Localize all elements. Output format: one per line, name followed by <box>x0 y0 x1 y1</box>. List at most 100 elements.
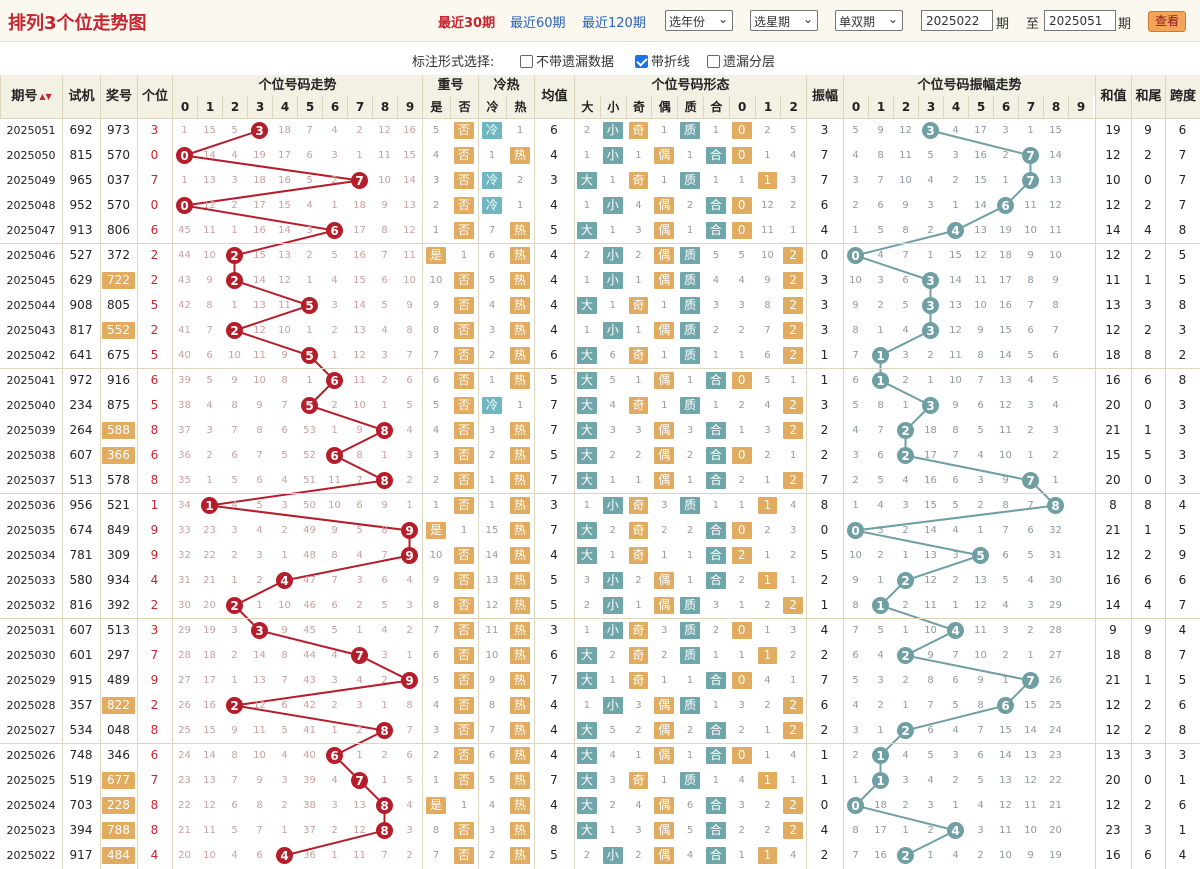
trend-miss-cell: 6 <box>206 350 213 361</box>
mod-miss: 4 <box>738 775 745 786</box>
hotcold-tag: 热 <box>510 647 530 664</box>
option-polyline[interactable]: 带折线 <box>635 51 690 70</box>
repeat-miss: 9 <box>432 575 440 586</box>
amp-miss-cell: 4 <box>952 850 959 861</box>
hotcold-tag: 热 <box>510 247 530 264</box>
trend-miss-cell: 7 <box>406 350 413 361</box>
year-select[interactable]: 选年份 ⌄ <box>665 10 733 31</box>
shape-tag-odd: 奇 <box>628 297 649 314</box>
trend-ball-label: 5 <box>305 299 313 313</box>
shape-tag-even: 偶 <box>654 597 675 614</box>
hotcold-miss: 1 <box>516 200 524 211</box>
to-issue-input[interactable]: 2025051 <box>1044 10 1116 31</box>
trend-miss-cell: 12 <box>353 825 366 836</box>
hotcold-tag: 热 <box>510 722 530 739</box>
amp-ball <box>1022 147 1039 164</box>
trend-ball-label: 7 <box>355 174 363 188</box>
parity-select[interactable]: 单双期 ⌄ <box>835 10 903 31</box>
sum-cell: 21 <box>1105 673 1121 687</box>
ones-cell: 5 <box>150 398 159 412</box>
checkbox-miss-layer[interactable] <box>707 55 720 68</box>
option-no-miss[interactable]: 不带遗漏数据 <box>520 51 614 70</box>
amp-miss-cell: 14 <box>999 750 1012 761</box>
shape-tag-prime: 质 <box>680 272 700 289</box>
shape-tag-prime: 质 <box>680 597 700 614</box>
trend-miss-cell: 5 <box>381 300 388 311</box>
mod-miss: 1 <box>738 175 745 186</box>
issue-cell: 2025030 <box>6 649 56 662</box>
avg-cell: 7 <box>550 423 558 437</box>
trend-miss-cell: 7 <box>381 550 388 561</box>
amp-miss-cell: 1 <box>902 825 909 836</box>
header-shape: 个位号码形态 <box>574 75 806 96</box>
trend-miss-cell: 13 <box>278 250 291 261</box>
amp-miss-cell: 3 <box>1002 625 1009 636</box>
amp-miss-cell: 2 <box>927 825 934 836</box>
shape-miss-prime: 1 <box>686 150 694 161</box>
checkbox-no-miss[interactable] <box>520 55 533 68</box>
issue-cell: 2025023 <box>6 824 56 837</box>
repeat-tag: 是 <box>426 247 446 264</box>
sumtail-cell: 0 <box>1144 173 1152 187</box>
trial-cell: 641 <box>69 348 93 362</box>
amp-ball <box>1022 472 1039 489</box>
ones-cell: 2 <box>150 323 159 337</box>
amp-miss-cell: 8 <box>1052 300 1059 311</box>
shape-miss-prime: 2 <box>686 450 694 461</box>
trend-miss-cell: 3 <box>356 575 363 586</box>
header-rep: 重号 <box>422 75 478 96</box>
period-link-30[interactable]: 最近30期 <box>438 16 496 31</box>
amp-cell: 2 <box>820 848 829 862</box>
amp-miss-cell: 2 <box>1052 450 1059 461</box>
shape-miss-comp: 5 <box>712 250 720 261</box>
sort-icon[interactable]: ▲▼ <box>39 92 52 101</box>
shape-miss-odd: 4 <box>635 200 642 211</box>
from-issue-input[interactable]: 2025022 <box>921 10 993 31</box>
amp-cell: 2 <box>820 723 829 737</box>
trend-miss-cell: 38 <box>303 800 316 811</box>
option-miss-layer[interactable]: 遗漏分层 <box>707 51 775 70</box>
checkbox-polyline[interactable] <box>635 55 648 68</box>
amp-miss-cell: 1 <box>877 725 884 736</box>
trend-miss-cell: 1 <box>331 425 338 436</box>
trend-miss-cell: 13 <box>403 200 416 211</box>
repeat-miss: 8 <box>432 825 440 836</box>
amp-miss-cell: 9 <box>1027 250 1034 261</box>
trend-miss-cell: 35 <box>178 475 191 486</box>
trend-ball <box>401 672 418 689</box>
header-issue[interactable]: 期号 ▲▼ <box>0 75 62 118</box>
shape-tag-big: 大 <box>577 747 597 764</box>
repeat-miss: 3 <box>432 725 440 736</box>
period-link-120[interactable]: 最近120期 <box>582 16 646 31</box>
trend-miss-cell: 4 <box>331 275 338 286</box>
amp-miss-cell: 8 <box>877 400 884 411</box>
amp-ball <box>922 322 939 339</box>
amp-miss-cell: 15 <box>1024 700 1037 711</box>
prize-cell: 822 <box>102 697 135 714</box>
trend-miss-cell: 1 <box>181 125 188 136</box>
weekday-select[interactable]: 选星期 ⌄ <box>750 10 818 31</box>
trend-miss-cell: 5 <box>306 175 313 186</box>
hotcold-tag: 热 <box>510 572 530 589</box>
mod-miss: 2 <box>790 200 797 211</box>
avg-cell: 5 <box>550 448 558 462</box>
span-cell: 9 <box>1178 548 1187 562</box>
options-label: 标注形式选择: <box>412 55 495 70</box>
sumtail-cell: 1 <box>1144 523 1152 537</box>
amp-miss-cell: 11 <box>899 150 912 161</box>
shape-miss-big: 1 <box>583 700 591 711</box>
amp-miss-cell: 4 <box>902 750 909 761</box>
trend-miss-cell: 12 <box>203 200 216 211</box>
chevron-down-icon: ⌄ <box>802 12 813 26</box>
shape-tag-comp: 合 <box>706 822 726 839</box>
query-button[interactable]: 查看 <box>1148 11 1186 32</box>
shape-miss-even: 2 <box>661 650 668 661</box>
trend-miss-cell: 1 <box>331 350 338 361</box>
amp-miss-cell: 11 <box>974 275 987 286</box>
trend-ball-label: 7 <box>355 649 363 663</box>
hotcold-miss: 5 <box>488 275 496 286</box>
trend-miss-cell: 9 <box>331 525 338 536</box>
period-link-60[interactable]: 最近60期 <box>510 16 566 31</box>
trend-miss-cell: 4 <box>231 150 238 161</box>
shape-miss-small: 2 <box>609 800 616 811</box>
